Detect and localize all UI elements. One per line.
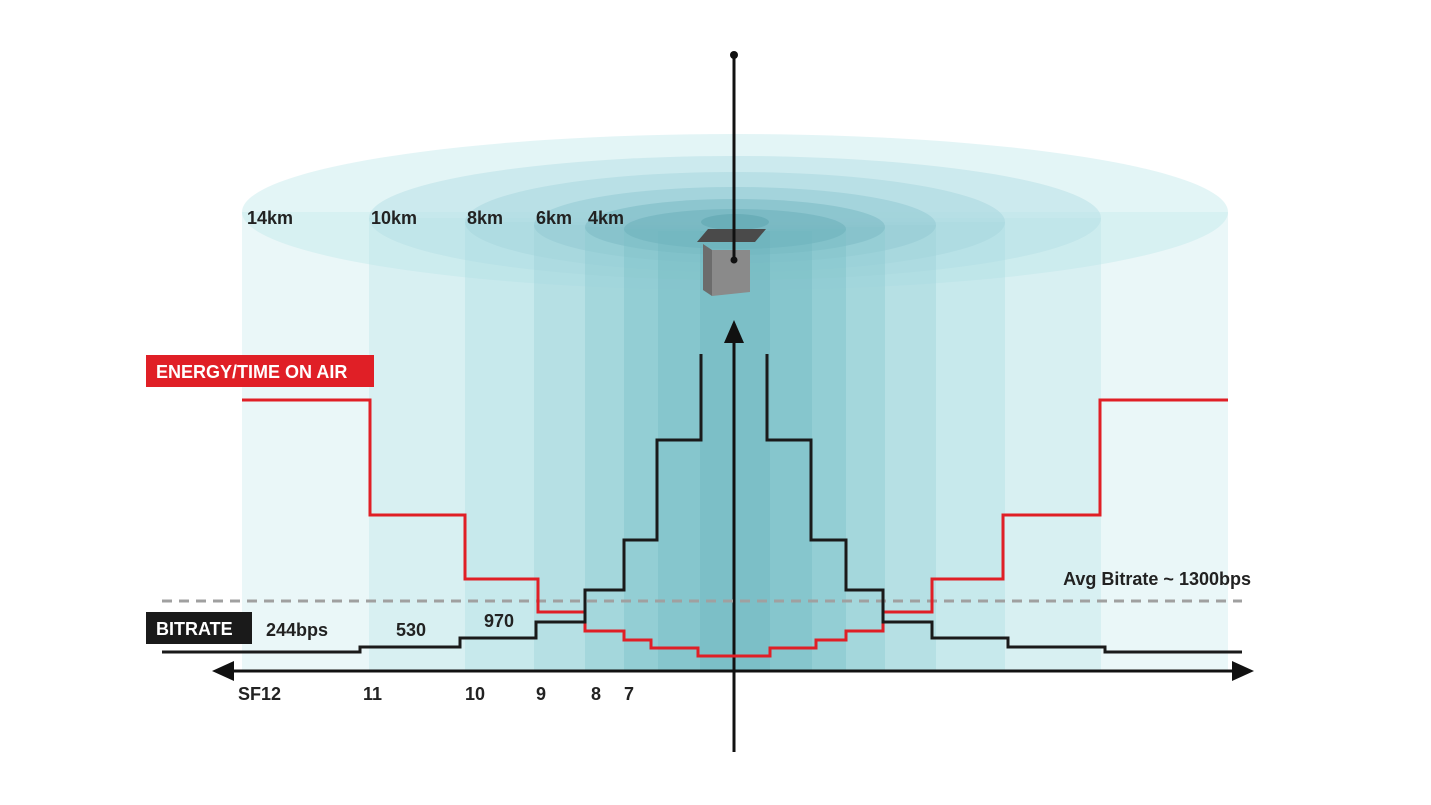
avg-bitrate-label: Avg Bitrate ~ 1300bps	[1063, 569, 1251, 589]
distance-label-8km: 8km	[467, 208, 503, 228]
distance-label-6km: 6km	[536, 208, 572, 228]
energy-line	[242, 398, 1228, 658]
bitrate-value-sf12: 244bps	[266, 620, 328, 640]
energy-tag: ENERGY/TIME ON AIR	[146, 355, 374, 387]
distance-label-10km: 10km	[371, 208, 417, 228]
bitrate-line-right	[765, 354, 1242, 654]
sf-label-9: 9	[536, 684, 546, 704]
bitrate-value-sf10: 970	[484, 611, 514, 631]
bitrate-tag: BITRATE	[146, 612, 252, 644]
sf-label-12: SF12	[238, 684, 281, 704]
gateway-antenna-icon	[697, 51, 766, 296]
sf-label-8: 8	[591, 684, 601, 704]
double-arrow-axis-icon	[212, 661, 1254, 681]
sf-label-7: 7	[624, 684, 634, 704]
sf-label-11: 11	[363, 684, 382, 704]
distance-labels: 14km 10km 8km 6km 4km	[247, 208, 624, 228]
bitrate-value-sf11: 530	[396, 620, 426, 640]
bitrate-tag-label: BITRATE	[156, 619, 233, 639]
vertical-arrow	[724, 320, 744, 752]
distance-label-14km: 14km	[247, 208, 293, 228]
sf-label-10: 10	[465, 684, 485, 704]
spreading-factor-labels: SF12 11 10 9 8 7	[238, 684, 634, 704]
bitrate-line	[162, 354, 703, 654]
distance-label-4km: 4km	[588, 208, 624, 228]
energy-tag-label: ENERGY/TIME ON AIR	[156, 362, 347, 382]
